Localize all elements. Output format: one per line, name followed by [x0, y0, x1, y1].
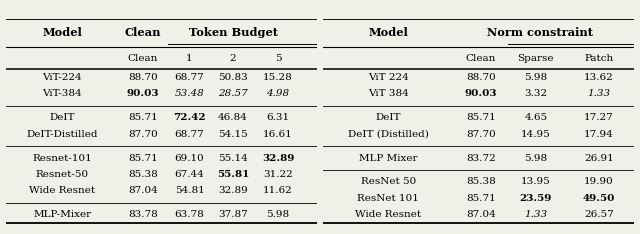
Text: 50.83: 50.83	[218, 73, 248, 82]
Text: 14.95: 14.95	[521, 130, 550, 139]
Text: 83.72: 83.72	[466, 154, 496, 163]
Text: 54.81: 54.81	[175, 186, 204, 195]
Text: DeIT: DeIT	[376, 113, 401, 122]
Text: 87.04: 87.04	[466, 210, 496, 219]
Text: 55.14: 55.14	[218, 154, 248, 163]
Text: 90.03: 90.03	[465, 89, 497, 99]
Text: ResNet 101: ResNet 101	[358, 194, 419, 203]
Text: 46.84: 46.84	[218, 113, 248, 122]
Text: ViT-224: ViT-224	[42, 73, 82, 82]
Text: 17.27: 17.27	[584, 113, 614, 122]
Text: DeIT: DeIT	[49, 113, 75, 122]
Text: 49.50: 49.50	[582, 194, 615, 203]
Text: 5.98: 5.98	[524, 73, 547, 82]
Text: ResNet 50: ResNet 50	[361, 177, 416, 186]
Text: 5: 5	[275, 54, 282, 63]
Text: Clean: Clean	[128, 54, 158, 63]
Text: 87.70: 87.70	[466, 130, 496, 139]
Text: 13.62: 13.62	[584, 73, 614, 82]
Text: 90.03: 90.03	[127, 89, 159, 99]
Text: 68.77: 68.77	[175, 73, 204, 82]
Text: 55.81: 55.81	[217, 170, 249, 179]
Text: 54.15: 54.15	[218, 130, 248, 139]
Text: Norm constraint: Norm constraint	[487, 27, 593, 38]
Text: 2: 2	[230, 54, 236, 63]
Text: 63.78: 63.78	[175, 210, 204, 219]
Text: 83.78: 83.78	[128, 210, 158, 219]
Text: 85.71: 85.71	[466, 113, 496, 122]
Text: ViT-384: ViT-384	[42, 89, 82, 99]
Text: 26.57: 26.57	[584, 210, 614, 219]
Text: 1.33: 1.33	[588, 89, 611, 99]
Text: Wide Resnet: Wide Resnet	[355, 210, 422, 219]
Text: ViT 384: ViT 384	[368, 89, 409, 99]
Text: 87.04: 87.04	[128, 186, 158, 195]
Text: 4.98: 4.98	[266, 89, 289, 99]
Text: 1: 1	[186, 54, 193, 63]
Text: Resnet-101: Resnet-101	[33, 154, 92, 163]
Text: 72.42: 72.42	[173, 113, 206, 122]
Text: 69.10: 69.10	[175, 154, 204, 163]
Text: 85.71: 85.71	[128, 154, 158, 163]
Text: 32.89: 32.89	[218, 186, 248, 195]
Text: 13.95: 13.95	[521, 177, 550, 186]
Text: 67.44: 67.44	[175, 170, 204, 179]
Text: Clean: Clean	[466, 54, 496, 63]
Text: 5.98: 5.98	[266, 210, 289, 219]
Text: Model: Model	[42, 27, 82, 38]
Text: 85.71: 85.71	[466, 194, 496, 203]
Text: 3.32: 3.32	[524, 89, 547, 99]
Text: Patch: Patch	[584, 54, 614, 63]
Text: 15.28: 15.28	[263, 73, 293, 82]
Text: 88.70: 88.70	[466, 73, 496, 82]
Text: 28.57: 28.57	[218, 89, 248, 99]
Text: 68.77: 68.77	[175, 130, 204, 139]
Text: Wide Resnet: Wide Resnet	[29, 186, 95, 195]
Text: Model: Model	[369, 27, 408, 38]
Text: 19.90: 19.90	[584, 177, 614, 186]
Text: 23.59: 23.59	[520, 194, 552, 203]
Text: 31.22: 31.22	[263, 170, 293, 179]
Text: MLP-Mixer: MLP-Mixer	[33, 210, 92, 219]
Text: 85.71: 85.71	[128, 113, 158, 122]
Text: 17.94: 17.94	[584, 130, 614, 139]
Text: DeIT-Distilled: DeIT-Distilled	[26, 130, 98, 139]
Text: 6.31: 6.31	[266, 113, 289, 122]
Text: 53.48: 53.48	[175, 89, 204, 99]
Text: 85.38: 85.38	[466, 177, 496, 186]
Text: 11.62: 11.62	[263, 186, 293, 195]
Text: 87.70: 87.70	[128, 130, 158, 139]
Text: 26.91: 26.91	[584, 154, 614, 163]
Text: MLP Mixer: MLP Mixer	[359, 154, 418, 163]
Text: Sparse: Sparse	[518, 54, 554, 63]
Text: Resnet-50: Resnet-50	[36, 170, 89, 179]
Text: 16.61: 16.61	[263, 130, 293, 139]
Text: 85.38: 85.38	[128, 170, 158, 179]
Text: Token Budget: Token Budget	[189, 27, 278, 38]
Text: 1.33: 1.33	[524, 210, 547, 219]
Text: ViT 224: ViT 224	[368, 73, 409, 82]
Text: 4.65: 4.65	[524, 113, 547, 122]
Text: DeIT (Distilled): DeIT (Distilled)	[348, 130, 429, 139]
Text: 37.87: 37.87	[218, 210, 248, 219]
Text: 32.89: 32.89	[262, 154, 294, 163]
Text: 5.98: 5.98	[524, 154, 547, 163]
Text: Clean: Clean	[125, 27, 161, 38]
Text: 88.70: 88.70	[128, 73, 158, 82]
